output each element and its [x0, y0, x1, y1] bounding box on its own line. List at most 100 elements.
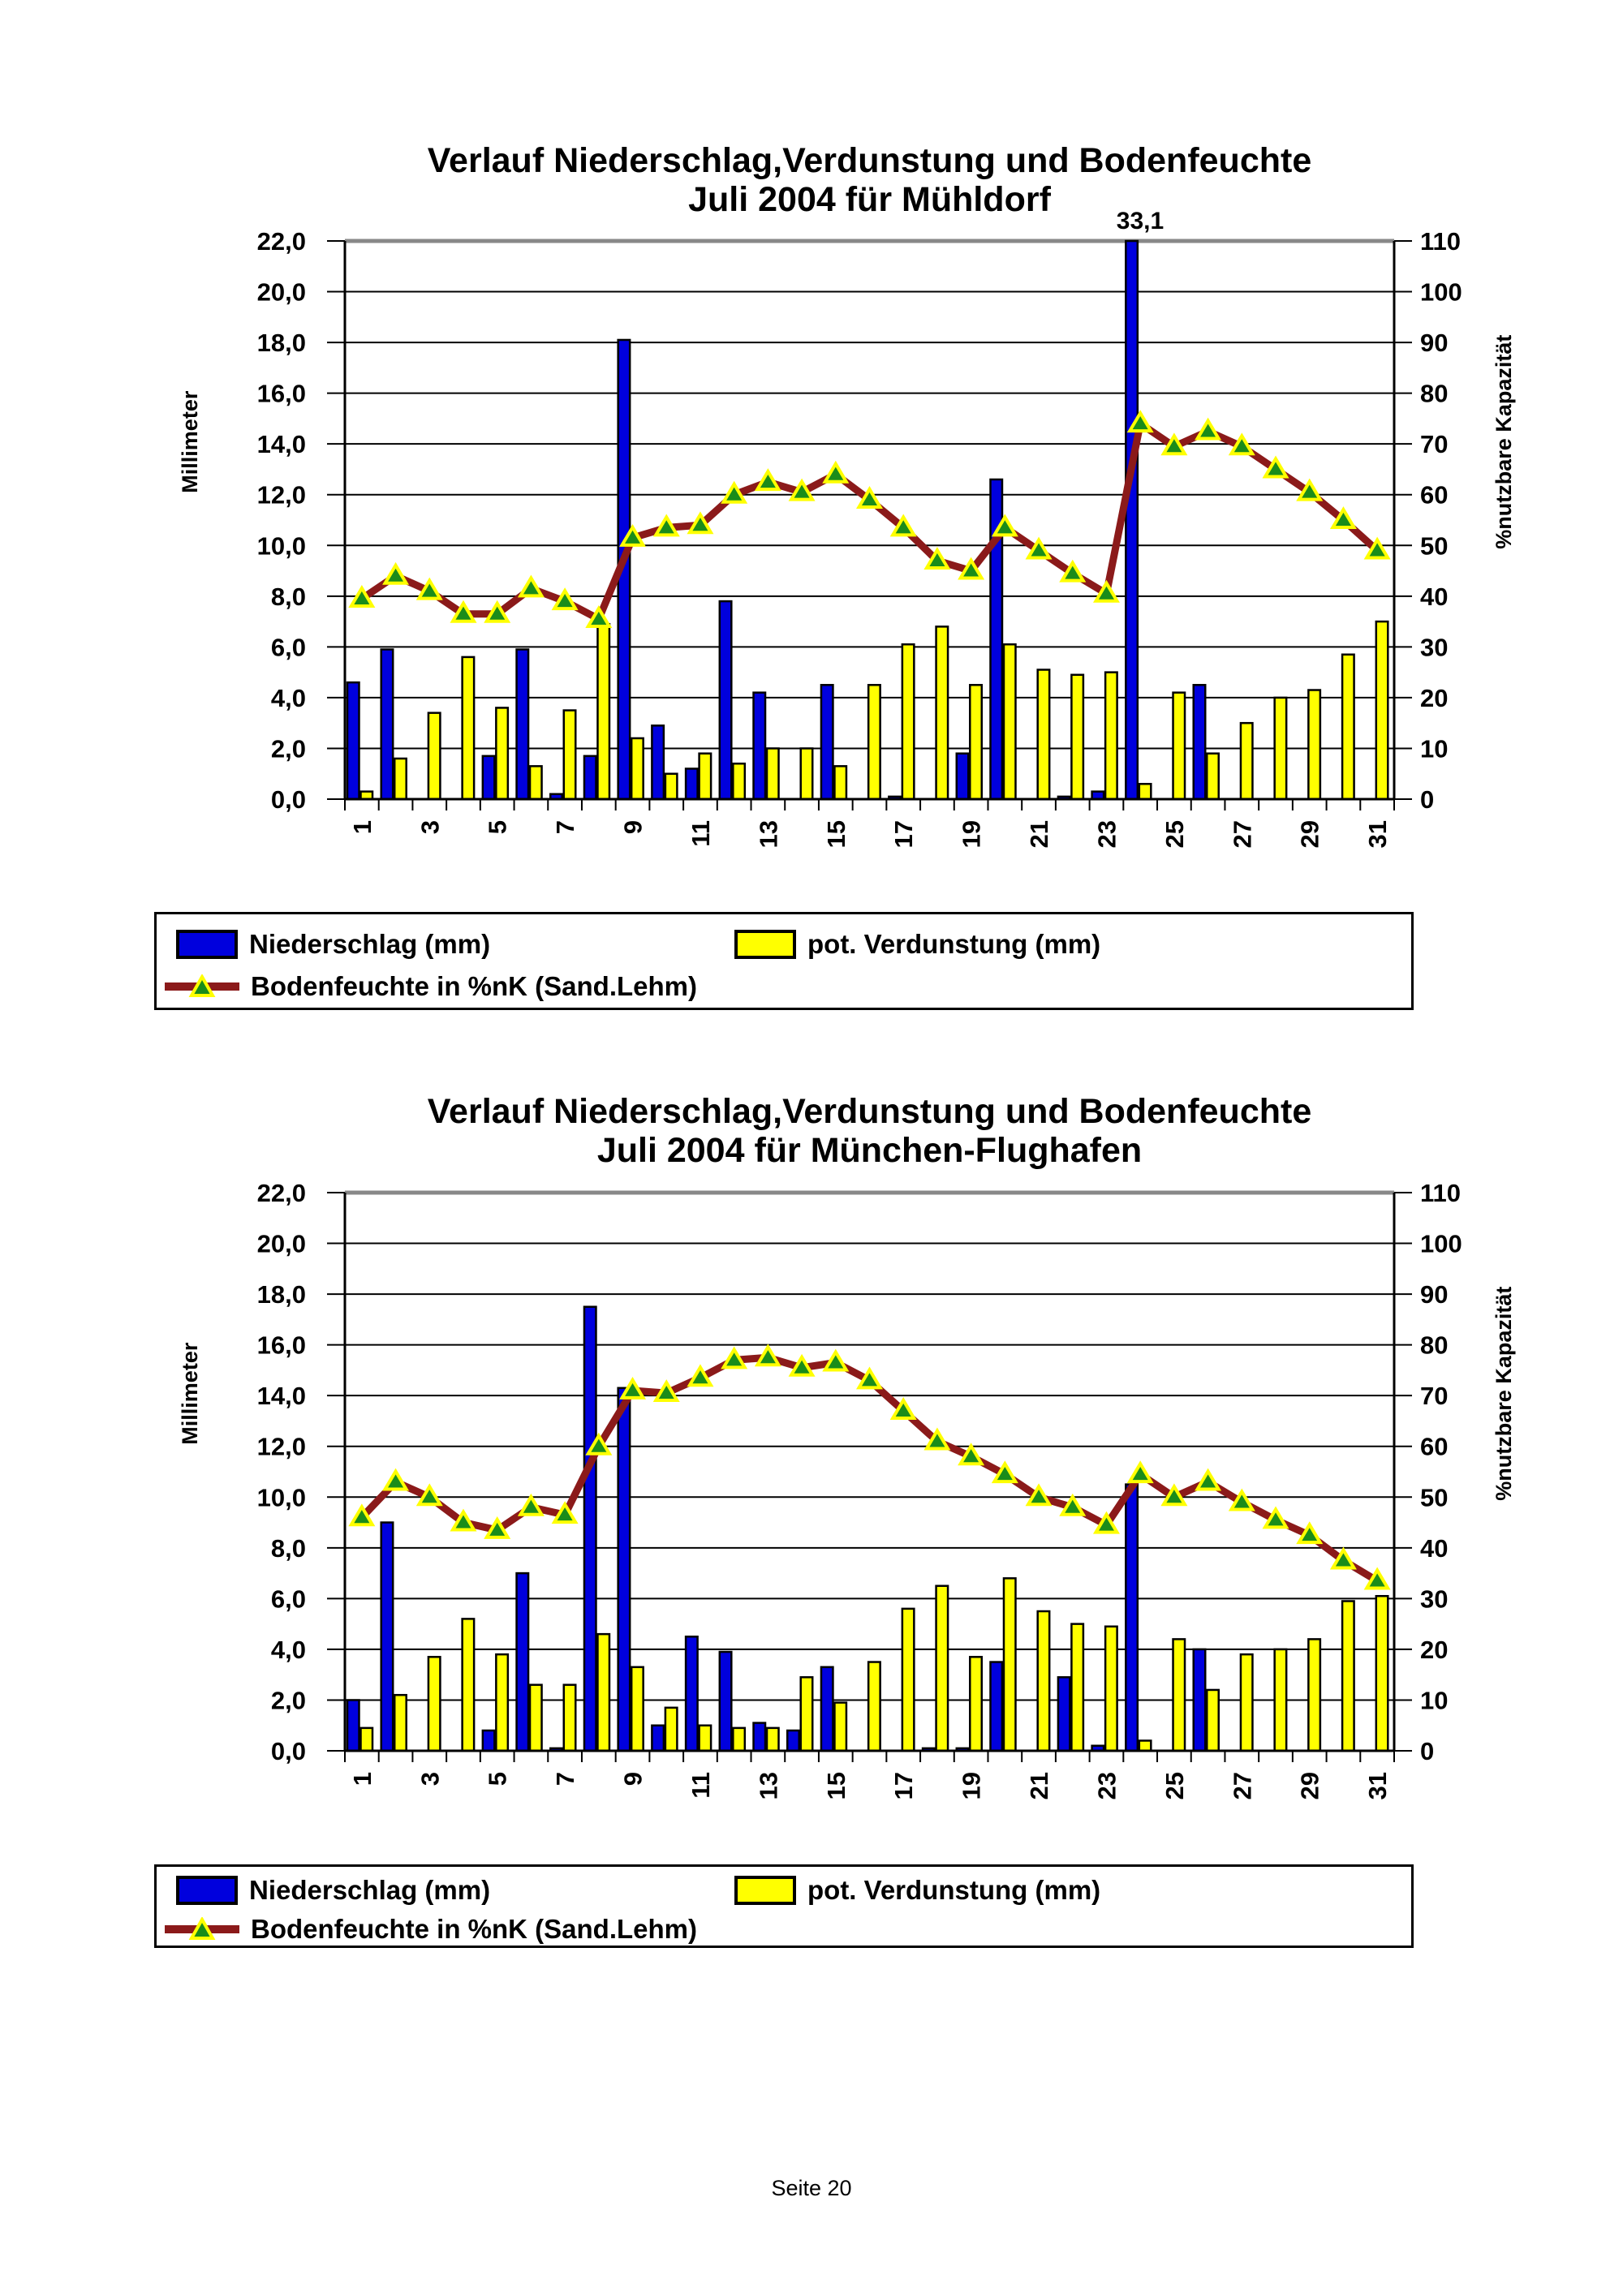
chart1-legend: Niederschlag (mm) pot. Verdunstung (mm) …	[154, 912, 1414, 1010]
legend-marker	[188, 974, 216, 997]
c0-bar-verdunstung-day-31	[1375, 620, 1389, 801]
c1-ytick-right-label: 10	[1420, 1686, 1448, 1714]
c0-bar-verdunstung-day-25	[1172, 691, 1186, 801]
c0-xtick-label-27: 27	[1228, 820, 1256, 848]
c0-xtick-label-25: 25	[1160, 820, 1189, 848]
c0-ytick-left-label: 4,0	[271, 684, 306, 712]
c0-bar-verdunstung-day-29	[1307, 689, 1322, 801]
c0-bodenfeuchte-marker-day-10	[652, 514, 680, 537]
c1-bar-verdunstung-day-2	[393, 1693, 407, 1752]
c1-bar-verdunstung-day-23	[1104, 1625, 1118, 1752]
c1-bodenfeuchte-marker-day-18	[923, 1427, 951, 1451]
c0-ytick-right-label: 80	[1420, 380, 1448, 408]
c0-bodenfeuchte-marker-day-21	[1025, 536, 1053, 560]
legend-item-verdunstung: pot. Verdunstung (mm)	[734, 1875, 1100, 1906]
c0-ytick-right-label: 90	[1420, 329, 1448, 357]
c0-xtick-label-5: 5	[484, 820, 512, 834]
c0-bar-verdunstung-day-30	[1341, 653, 1355, 801]
c1-bodenfeuchte-marker-day-1	[348, 1503, 376, 1527]
c1-bar-niederschlag-day-2	[380, 1521, 394, 1752]
c1-bar-verdunstung-day-20	[1002, 1577, 1017, 1752]
c0-bodenfeuchte-marker-day-16	[855, 486, 884, 509]
c1-bar-verdunstung-day-3	[427, 1656, 441, 1752]
c1-bar-niederschlag-day-20	[989, 1661, 1004, 1752]
c0-bodenfeuchte-marker-day-22	[1059, 559, 1087, 583]
c1-bar-verdunstung-day-19	[969, 1656, 984, 1752]
c1-bar-verdunstung-day-16	[867, 1661, 881, 1752]
c0-bar-verdunstung-day-9	[630, 737, 644, 801]
c0-bodenfeuchte-marker-day-25	[1160, 432, 1188, 456]
c0-bar-verdunstung-day-14	[799, 747, 814, 801]
c1-ytick-right-label: 70	[1420, 1382, 1448, 1410]
c0-bodenfeuchte-marker-day-6	[517, 574, 545, 598]
c0-bar-verdunstung-day-23	[1104, 671, 1118, 801]
c0-bodenfeuchte-marker-day-31	[1363, 536, 1391, 560]
c0-bar-verdunstung-day-4	[461, 656, 476, 801]
niederschlag-swatch-icon	[176, 1876, 238, 1905]
c0-ytick-right-label: 50	[1420, 531, 1448, 560]
c1-bar-niederschlag-day-24	[1125, 1483, 1139, 1752]
c1-bar-verdunstung-day-30	[1341, 1600, 1355, 1752]
c0-bar-verdunstung-day-26	[1205, 752, 1220, 801]
c1-bodenfeuchte-marker-day-25	[1160, 1483, 1188, 1507]
c0-ytick-right-label: 40	[1420, 583, 1448, 611]
c1-ytick-left-label: 14,0	[257, 1382, 306, 1410]
c0-xtick-label-19: 19	[958, 820, 986, 848]
c0-ytick-left-label: 2,0	[271, 734, 306, 763]
c0-bodenfeuchte-marker-day-7	[551, 587, 579, 611]
c0-bodenfeuchte-marker-day-18	[923, 547, 951, 570]
c1-bar-niederschlag-day-22	[1057, 1676, 1071, 1752]
c1-right-axis-title: %nutzbare Kapazität	[1492, 1287, 1516, 1501]
legend-item-bodenfeuchte: Bodenfeuchte in %nK (Sand.Lehm)	[165, 1914, 697, 1945]
c0-bar-niederschlag-day-24	[1125, 239, 1139, 801]
c0-bodenfeuchte-marker-day-13	[754, 468, 781, 492]
c1-bar-verdunstung-day-27	[1239, 1653, 1254, 1752]
c0-bodenfeuchte-marker-day-8	[585, 605, 613, 628]
c0-bar-verdunstung-day-28	[1273, 696, 1288, 801]
c1-left-axis-title: Millimeter	[178, 1342, 202, 1445]
c0-bodenfeuchte-marker-day-29	[1296, 478, 1324, 501]
legend-item-niederschlag: Niederschlag (mm)	[176, 1875, 490, 1906]
c0-xtick-label-1: 1	[348, 820, 377, 834]
c0-bar-verdunstung-day-27	[1239, 721, 1254, 801]
c1-ytick-right-label: 40	[1420, 1534, 1448, 1563]
c0-left-axis-title: Millimeter	[178, 390, 202, 493]
c1-xtick-label-13: 13	[754, 1772, 782, 1799]
c0-bodenfeuchte-marker-day-27	[1228, 432, 1255, 456]
c1-bodenfeuchte-marker-day-12	[721, 1346, 748, 1369]
c1-xtick-label-5: 5	[484, 1772, 512, 1786]
c1-bodenfeuchte-marker-day-5	[484, 1516, 511, 1539]
legend-label-bodenfeuchte: Bodenfeuchte in %nK (Sand.Lehm)	[251, 1914, 698, 1944]
c0-ytick-left-label: 18,0	[257, 329, 306, 357]
c0-xtick-label-11: 11	[687, 820, 715, 847]
c0-bar-verdunstung-day-22	[1070, 673, 1085, 801]
c0-bodenfeuchte-marker-day-30	[1329, 506, 1357, 529]
c0-bar-niederschlag-day-2	[380, 648, 394, 801]
c1-bar-verdunstung-day-4	[461, 1618, 476, 1752]
c0-bar-niederschlag-day-6	[515, 648, 530, 801]
chart2-legend: Niederschlag (mm) pot. Verdunstung (mm) …	[154, 1864, 1414, 1948]
c0-bodenfeuchte-marker-day-14	[788, 478, 816, 501]
c0-bodenfeuchte-marker-day-19	[958, 557, 985, 580]
c1-bar-verdunstung-day-13	[765, 1726, 780, 1752]
c0-bar-niederschlag-day-8	[583, 755, 597, 801]
c0-xtick-label-13: 13	[754, 820, 782, 848]
legend-item-verdunstung: pot. Verdunstung (mm)	[734, 929, 1100, 960]
legend-item-niederschlag: Niederschlag (mm)	[176, 929, 490, 960]
c1-xtick-label-21: 21	[1025, 1772, 1053, 1799]
c0-bodenfeuchte-marker-day-17	[889, 514, 917, 537]
c0-bodenfeuchte-marker-day-5	[484, 600, 511, 623]
c0-bar-verdunstung-day-17	[901, 643, 915, 801]
c1-xtick-label-23: 23	[1092, 1772, 1121, 1799]
c0-bodenfeuchte-marker-day-26	[1195, 417, 1222, 441]
c1-bar-verdunstung-day-17	[901, 1607, 915, 1752]
c0-ytick-left-label: 6,0	[271, 633, 306, 661]
c1-bar-verdunstung-day-21	[1036, 1610, 1051, 1752]
c1-bar-verdunstung-day-7	[562, 1683, 577, 1752]
c0-xtick-label-29: 29	[1296, 820, 1324, 848]
c0-bar-verdunstung-day-7	[562, 709, 577, 801]
c1-xtick-label-17: 17	[889, 1772, 918, 1799]
legend-item-bodenfeuchte: Bodenfeuchte in %nK (Sand.Lehm)	[165, 971, 697, 1002]
c1-bar-verdunstung-day-12	[732, 1726, 747, 1752]
c0-ytick-left-label: 8,0	[271, 583, 306, 611]
